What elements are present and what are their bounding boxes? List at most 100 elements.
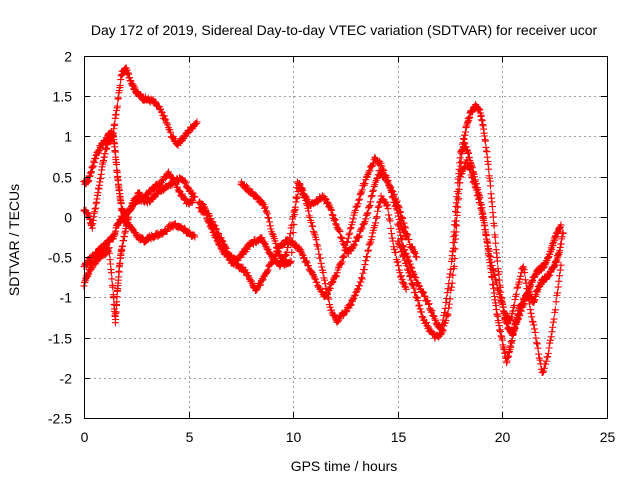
data-point-plus [298,250,306,258]
data-point-plus [289,239,297,247]
data-point-plus [347,224,355,232]
data-point-plus [390,245,398,253]
data-point-plus [369,187,377,195]
data-point-plus [408,281,416,289]
series-track-1 [80,64,201,188]
data-point-plus [316,254,324,262]
y-tick-label: 1.5 [53,89,73,105]
data-point-plus [366,240,374,248]
data-point-plus [490,222,498,230]
data-point-plus [394,262,402,270]
data-point-plus [135,188,143,196]
data-point-plus [522,279,530,287]
data-point-plus [397,235,405,243]
data-point-plus [307,267,315,275]
data-point-plus [554,283,562,291]
data-point-plus [127,205,135,213]
data-point-plus [328,210,336,218]
data-point-plus [487,182,495,190]
y-tick-label: -1.5 [48,331,72,347]
data-point-plus [189,197,197,205]
data-point-plus [384,205,392,213]
data-point-plus [218,237,226,245]
data-point-plus [355,196,363,204]
data-point-plus [452,199,460,207]
data-point-plus [347,300,355,308]
data-point-plus [328,278,336,286]
data-point-plus [269,253,277,261]
data-point-plus [261,203,269,211]
data-point-plus [190,231,198,239]
data-point-plus [375,202,383,210]
grid-lines [84,56,607,418]
data-point-plus [420,289,428,297]
data-point-plus [443,289,451,297]
data-point-plus [355,282,363,290]
data-point-plus [327,205,335,213]
data-point-plus [513,284,521,292]
data-point-plus [322,284,330,292]
data-point-plus [337,259,345,267]
series-track-6 [195,181,410,326]
data-point-plus [449,247,457,255]
data-point-plus [396,269,404,277]
data-point-plus [336,228,344,236]
data-point-plus [191,193,199,201]
data-point-plus [305,212,313,220]
data-point-plus [395,204,403,212]
data-point-plus [319,269,327,277]
data-point-plus [549,323,557,331]
data-point-plus [328,206,336,214]
data-point-plus [383,201,391,209]
data-point-plus [496,293,504,301]
data-point-plus [163,119,171,127]
data-point-plus [289,212,297,220]
data-point-plus [302,194,310,202]
data-point-plus [387,183,395,191]
data-point-plus [400,219,408,227]
data-point-plus [276,262,284,270]
data-point-plus [409,269,417,277]
data-point-plus [512,290,520,298]
data-point-plus [108,275,116,283]
data-point-plus [286,258,294,266]
data-point-plus [361,261,369,269]
data-point-plus [362,257,370,265]
data-point-plus [223,247,231,255]
data-point-plus [413,253,421,261]
data-point-plus [287,257,295,265]
data-point-plus [374,207,382,215]
data-point-plus [542,357,550,365]
data-point-plus [387,224,395,232]
data-point-plus [321,194,329,202]
data-point-plus [351,207,359,215]
data-point-plus [529,318,537,326]
series-track-2 [80,132,199,232]
series-track-3 [80,168,197,327]
data-point-plus [116,82,124,90]
data-point-plus [112,316,120,324]
data-point-plus [521,269,529,277]
data-point-plus [335,226,343,234]
data-point-plus [331,273,339,281]
data-point-plus [325,295,333,303]
data-point-plus [284,244,292,252]
data-point-plus [266,222,274,230]
data-point-plus [263,244,271,252]
data-point-plus [339,311,347,319]
data-point-plus [460,164,468,172]
data-point-plus [353,286,361,294]
data-point-plus [406,260,414,268]
data-point-plus [544,353,552,361]
data-point-plus [157,108,165,116]
data-point-plus [184,183,192,191]
data-point-plus [539,369,547,377]
data-point-plus [349,215,357,223]
data-point-plus [545,344,553,352]
data-point-plus [201,205,209,213]
data-point-plus [313,278,321,286]
data-point-plus [414,297,422,305]
data-point-plus [445,280,453,288]
data-point-plus [178,190,186,198]
